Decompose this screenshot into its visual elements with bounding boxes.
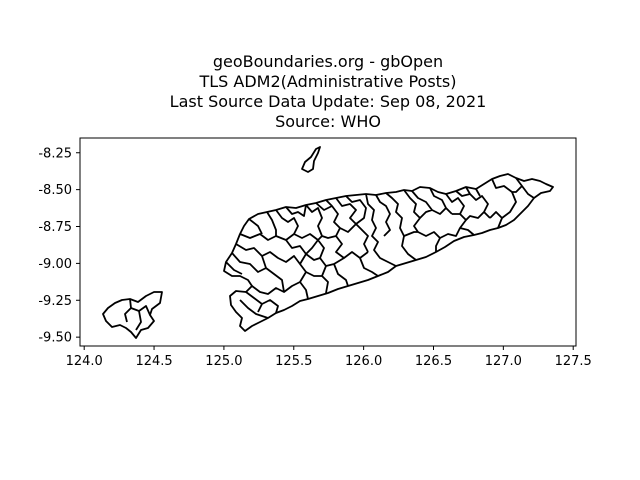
- title-line-2: TLS ADM2(Administrative Posts): [199, 72, 457, 91]
- x-tick-label: 127.5: [555, 354, 592, 369]
- admin-boundaries: [102, 146, 554, 339]
- y-tick-label: -8.75: [38, 220, 72, 235]
- axes: 124.0 124.5 125.0 125.5 126.0 126.5 127.0 127.5…: [38, 137, 592, 369]
- y-tick-label: -9.00: [38, 257, 72, 272]
- x-tick-label: 125.0: [205, 354, 242, 369]
- title-line-4: Source: WHO: [275, 112, 381, 131]
- x-tick-label: 124.5: [135, 354, 172, 369]
- x-tick-label: 126.5: [415, 354, 452, 369]
- oecusse-enclave-boundary: [102, 291, 163, 339]
- admin-post-lines-east: [403, 177, 535, 252]
- y-tick-label: -8.50: [38, 183, 72, 198]
- map-title: geoBoundaries.org - gbOpen TLS ADM2(Admi…: [0, 52, 640, 132]
- y-tick-label: -9.25: [38, 294, 72, 309]
- y-tick-label: -8.25: [38, 146, 72, 161]
- title-line-3: Last Source Data Update: Sep 08, 2021: [169, 92, 487, 111]
- x-tick-label: 126.0: [345, 354, 382, 369]
- x-tick-label: 127.0: [485, 354, 522, 369]
- title-line-1: geoBoundaries.org - gbOpen: [212, 52, 444, 71]
- atauro-island-boundary: [301, 146, 321, 173]
- y-tick-label: -9.50: [38, 331, 72, 346]
- main-island-boundary: [223, 173, 554, 332]
- plot-frame: [79, 137, 577, 347]
- x-tick-label: 125.5: [275, 354, 312, 369]
- admin-post-lines-west: [225, 204, 319, 319]
- admin-post-lines-central: [299, 192, 417, 300]
- oecusse-internal-boundary: [124, 298, 151, 331]
- x-tick-label: 124.0: [66, 354, 103, 369]
